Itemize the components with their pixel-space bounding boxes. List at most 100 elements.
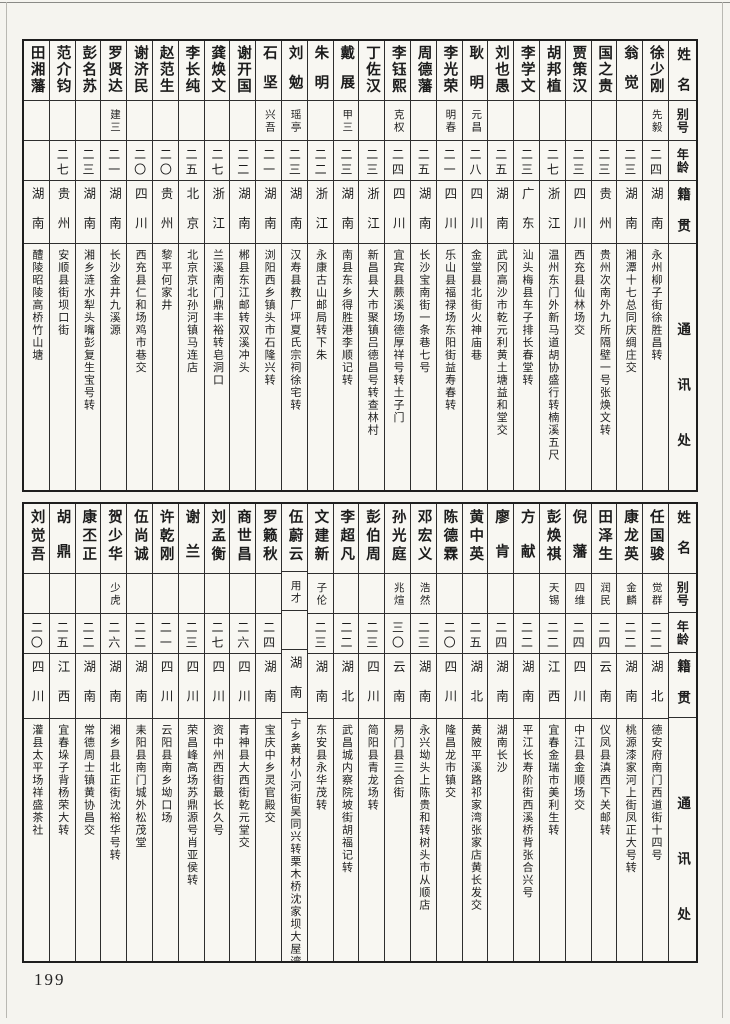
entry-age: 二三 <box>184 621 199 651</box>
entry-column: 石坚 兴吾 二一 湖南 浏阳西乡镇头市石隆兴转 <box>256 41 282 490</box>
age-cell: 二二 <box>333 614 359 654</box>
age-cell: 二三 <box>178 614 204 654</box>
entry-address: 浏阳西乡镇头市石隆兴转 <box>263 249 276 387</box>
entry-address: 桃源漆家河上街凤正大号转 <box>624 724 637 874</box>
entry-column: 彭焕祺 天锡 二二 江西 宜春金瑞市美利生转 <box>539 504 566 961</box>
entry-native: 四川 <box>184 660 199 719</box>
scan-edge-right <box>722 2 723 1018</box>
age-cell: 二二 <box>643 614 668 654</box>
entry-native: 北京 <box>184 187 199 244</box>
name-cell: 许乾刚 <box>152 504 178 574</box>
age-cell: 二六 <box>101 614 127 654</box>
address-cell: 资中州西街最长久号 <box>205 719 230 961</box>
alias-cell <box>152 101 178 141</box>
name-cell: 翁觉 <box>617 41 643 101</box>
entry-column: 田泽生 润民 二四 云南 仪凤县滇西下关邮转 <box>591 504 618 961</box>
entry-alias: 浩然 <box>418 582 430 607</box>
name-cell: 文建新 <box>307 504 333 574</box>
native-cell: 北京 <box>178 181 204 244</box>
age-cell: 二三 <box>359 614 385 654</box>
header-column: 姓名 别号 年龄 籍贯 通讯处 <box>668 41 696 490</box>
entry-column: 伍尚诚 二二 湖南 耒阳县南门城外松茂堂 <box>127 504 153 961</box>
entry-name: 黄中英 <box>467 509 484 565</box>
entry-age: 二七 <box>55 148 70 178</box>
age-cell: 二四 <box>565 614 591 654</box>
name-cell: 范介钧 <box>49 41 75 101</box>
name-cell: 伍尚诚 <box>127 504 152 574</box>
address-cell: 中江县金顺场交 <box>566 719 591 961</box>
name-cell: 伍蔚云 <box>281 504 307 573</box>
entry-name: 康龙英 <box>621 509 638 565</box>
address-cell: 荣昌峰高场苏鼎源号肖亚侯转 <box>179 719 204 961</box>
native-cell: 湖南 <box>307 654 333 719</box>
entry-name: 李超凡 <box>338 509 355 565</box>
entry-name: 李光荣 <box>441 45 458 95</box>
entry-native: 四川 <box>571 660 586 719</box>
entry-name: 商世昌 <box>235 509 252 565</box>
native-cell: 湖南 <box>256 181 281 244</box>
entry-address: 湖南长沙 <box>495 724 508 774</box>
entry-address: 永州柳子街徐胜昌转 <box>650 249 663 362</box>
entry-column: 康龙英 金麟 二二 湖南 桃源漆家河上街凤正大号转 <box>617 504 644 961</box>
entry-age: 二四 <box>571 621 586 651</box>
entry-native: 湖南 <box>81 660 96 719</box>
address-cell: 隆昌龙市镇交 <box>437 719 462 961</box>
alias-cell <box>49 574 75 614</box>
alias-cell: 元昌 <box>462 101 488 141</box>
entry-native: 四川 <box>442 660 457 719</box>
entry-address: 常德周士镇黄协昌交 <box>82 724 95 837</box>
entry-name: 李学文 <box>518 45 535 95</box>
age-cell: 二〇 <box>127 141 152 181</box>
name-cell: 罗籁秋 <box>256 504 281 574</box>
age-cell: 二一 <box>152 614 178 654</box>
entry-age: 二三 <box>364 148 379 178</box>
address-cell: 仪凤县滇西下关邮转 <box>592 719 617 961</box>
native-cell: 湖南 <box>333 181 359 244</box>
entry-address: 湘潭十七总同庆绸庄交 <box>624 249 637 374</box>
native-cell: 云南 <box>385 654 410 719</box>
native-cell: 湖南 <box>410 181 436 244</box>
entry-alias: 克权 <box>392 109 404 134</box>
alias-cell: 子伦 <box>307 574 333 614</box>
native-cell: 四川 <box>436 181 462 244</box>
alias-cell <box>462 574 488 614</box>
native-cell: 浙江 <box>359 181 385 244</box>
alias-cell: 四维 <box>565 574 591 614</box>
entry-name: 彭焕祺 <box>544 509 561 565</box>
entry-native: 江西 <box>545 660 560 719</box>
entry-column: 彭名苏 二三 湖南 湘乡涟水犁头嘴彭复生宝号转 <box>75 41 102 490</box>
entry-name: 丁佐汉 <box>364 45 380 95</box>
entry-name: 戴展 <box>338 45 355 101</box>
native-cell: 湖南 <box>127 654 152 719</box>
entry-address: 易门县三合街 <box>392 724 405 799</box>
entry-address: 荣昌峰高场苏鼎源号肖亚侯转 <box>185 724 198 887</box>
address-cell: 简阳县青龙场转 <box>359 719 384 961</box>
entry-native: 浙江 <box>365 187 379 244</box>
entry-column: 罗贤达 建三 二一 湖南 长沙金井九溪源 <box>101 41 128 490</box>
native-cell: 云南 <box>591 654 617 719</box>
entry-alias: 用才 <box>289 580 301 606</box>
entry-column: 刘勉 瑶亭 二三 湖南 汉寿县教厂坪夏氏宗祠徐宅转 <box>281 41 308 490</box>
entry-name: 田泽生 <box>596 509 613 565</box>
entry-age: 二二 <box>235 148 250 178</box>
age-cell: 二三 <box>410 614 436 654</box>
entry-name: 翁觉 <box>621 45 638 101</box>
name-cell: 周德藩 <box>410 41 436 101</box>
name-cell: 谢兰 <box>178 504 204 574</box>
entry-address: 宜宾县蕨溪场德厚祥号转土子门 <box>392 249 405 424</box>
entry-column: 范介钧 二七 贵州 安顺县街坝口街 <box>49 41 76 490</box>
entry-native: 浙江 <box>210 187 225 244</box>
address-cell: 长沙宝南街一条巷七号 <box>411 244 436 490</box>
entry-alias: 先毅 <box>650 109 662 134</box>
entry-age: 二六 <box>106 621 121 651</box>
entry-age: 二〇 <box>132 148 147 178</box>
name-cell: 康丕正 <box>75 504 101 574</box>
address-cell: 湖南长沙 <box>488 719 513 961</box>
entry-column: 康丕正 二二 湖南 常德周士镇黄协昌交 <box>75 504 102 961</box>
header-address-label: 通讯处 <box>675 795 691 961</box>
address-cell: 宁乡黄材小河街吴同兴转栗木桥沈家坝大屋湾 <box>282 713 307 961</box>
entry-age: 二四 <box>596 621 611 651</box>
native-cell: 四川 <box>178 654 204 719</box>
age-cell: 二五 <box>488 141 514 181</box>
entry-age: 二三 <box>596 148 611 178</box>
